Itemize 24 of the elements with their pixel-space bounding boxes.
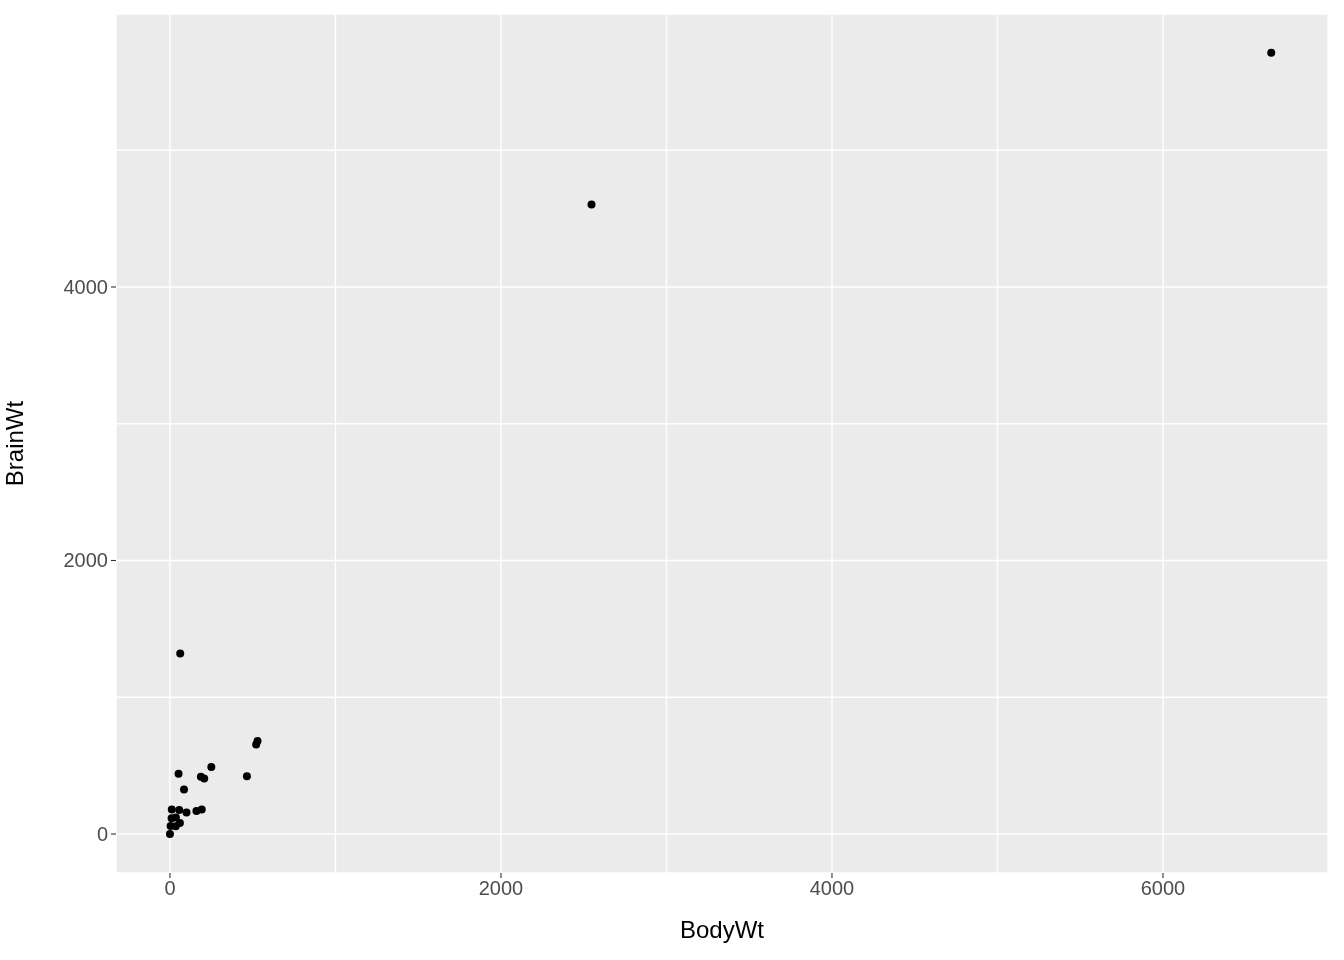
y-axis-title: BrainWt (0, 400, 28, 487)
point (180, 785, 189, 794)
x-axis-title: BodyWt (679, 916, 765, 943)
point (171, 813, 180, 822)
y-tick-label: 4000 (63, 275, 108, 298)
x-tick-label: 2000 (478, 877, 524, 899)
point (167, 805, 176, 814)
point (174, 769, 183, 778)
x-tick-label: 6000 (1140, 877, 1186, 899)
point (200, 774, 209, 783)
point (207, 763, 216, 772)
point (176, 649, 185, 658)
x-tick-label: 0 (164, 877, 176, 899)
y-tick-label: 0 (96, 823, 108, 846)
x-tick-label: 4000 (809, 877, 855, 899)
point (175, 806, 184, 815)
y-tick-label: 2000 (63, 549, 108, 572)
point (242, 772, 251, 781)
point (1267, 48, 1276, 57)
point (165, 830, 174, 839)
point (587, 200, 596, 209)
point (175, 818, 184, 827)
point (197, 805, 206, 814)
point (182, 808, 191, 817)
